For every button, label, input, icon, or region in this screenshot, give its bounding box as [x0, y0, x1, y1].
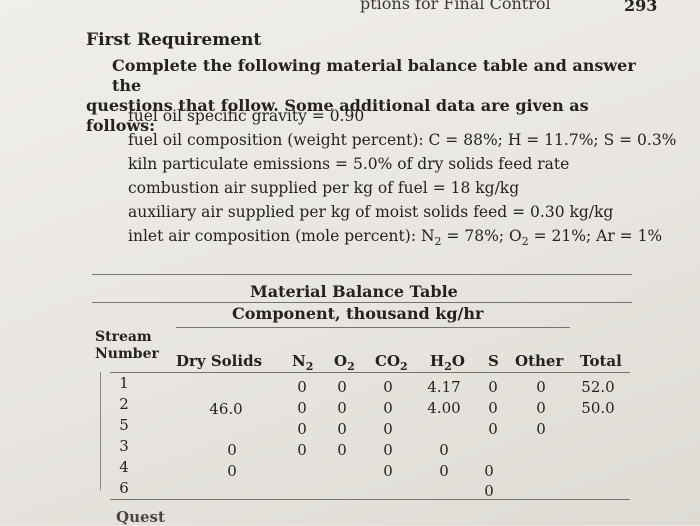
- row-bracket: [100, 372, 109, 490]
- cell-r2-dry-solids: 46.0: [209, 400, 243, 418]
- running-head: ptions for Final Control: [360, 0, 551, 13]
- cell-r4-s: 0: [484, 462, 494, 480]
- stream-number-header: Stream Number: [95, 329, 159, 363]
- table-title: Material Balance Table: [250, 282, 458, 301]
- cell-r3-dry-solids: 0: [227, 441, 237, 459]
- stream-1-label: 1: [119, 374, 129, 392]
- col-co2: CO2: [375, 352, 408, 373]
- col-total: Total: [580, 352, 622, 370]
- col-other: Other: [515, 352, 564, 370]
- cell-r4-dry-solids: 0: [227, 462, 237, 480]
- cell-r1-h2o: 4.17: [427, 378, 461, 396]
- col-n2: N2: [292, 352, 313, 373]
- cell-r4-co2: 0: [383, 462, 393, 480]
- instructions-line-1: Complete the following material balance …: [112, 56, 636, 95]
- rule-title: [92, 302, 632, 303]
- col-dry-solids: Dry Solids: [176, 352, 263, 370]
- col-co2-sub: 2: [400, 360, 408, 373]
- stream-4-label: 4: [119, 458, 129, 476]
- rule-header: [110, 372, 630, 373]
- col-h2o-sub: 2: [444, 360, 452, 373]
- inlet-air-n2-sub: 2: [434, 235, 442, 249]
- col-o2-label: O: [334, 352, 348, 370]
- cell-r4-h2o: 0: [439, 462, 449, 480]
- stream-label-line-1: Stream: [95, 329, 152, 345]
- next-section-fragment: Quest: [116, 508, 165, 526]
- cell-r2-n2: 0: [297, 399, 307, 417]
- inlet-air-o2-sub: 2: [521, 235, 529, 249]
- cell-r2-total: 50.0: [581, 399, 615, 417]
- col-s: S: [488, 352, 499, 370]
- cell-r5-n2: 0: [297, 420, 307, 438]
- page-number: 293: [624, 0, 658, 15]
- rule-top: [92, 274, 632, 275]
- cell-r3-n2: 0: [297, 441, 307, 459]
- col-h2o-label-b: O: [451, 352, 465, 370]
- given-auxiliary-air: auxiliary air supplied per kg of moist s…: [128, 203, 614, 221]
- cell-r1-total: 52.0: [581, 378, 615, 396]
- given-specific-gravity: fuel oil specific gravity = 0.90: [128, 107, 365, 125]
- given-inlet-air: inlet air composition (mole percent): N2…: [128, 224, 676, 254]
- stream-2-label: 2: [119, 395, 129, 413]
- table-subtitle: Component, thousand kg/hr: [232, 304, 484, 323]
- cell-r1-other: 0: [536, 378, 546, 396]
- inlet-air-o2-val: = 21%; Ar = 1%: [528, 227, 663, 245]
- instructions-line-2: questions that follow. Some additional d…: [86, 96, 589, 135]
- cell-r2-other: 0: [536, 399, 546, 417]
- cell-r3-h2o: 0: [439, 441, 449, 459]
- cell-r1-n2: 0: [297, 378, 307, 396]
- col-co2-label: CO: [375, 352, 401, 370]
- cell-r5-other: 0: [536, 420, 546, 438]
- cell-r3-o2: 0: [337, 441, 347, 459]
- col-n2-label: N: [292, 352, 306, 370]
- cell-r1-o2: 0: [337, 378, 347, 396]
- stream-label-line-2: Number: [95, 346, 159, 362]
- rule-bottom: [110, 499, 630, 500]
- cell-r1-co2: 0: [383, 378, 393, 396]
- cell-r2-co2: 0: [383, 399, 393, 417]
- stream-5-label: 5: [119, 416, 129, 434]
- cell-r2-s: 0: [488, 399, 498, 417]
- section-heading: First Requirement: [86, 30, 262, 50]
- cell-r5-co2: 0: [383, 420, 393, 438]
- col-n2-sub: 2: [305, 360, 314, 373]
- given-data-list: fuel oil specific gravity = 0.90 fuel oi…: [128, 104, 676, 254]
- stream-6-label: 6: [119, 479, 129, 497]
- given-particulate: kiln particulate emissions = 5.0% of dry…: [128, 155, 570, 173]
- col-h2o: H2O: [430, 352, 465, 373]
- cell-r2-h2o: 4.00: [427, 399, 461, 417]
- cell-r5-o2: 0: [337, 420, 347, 438]
- given-composition: fuel oil composition (weight percent): C…: [128, 131, 677, 149]
- stream-3-label: 3: [119, 437, 129, 455]
- col-h2o-label-a: H: [430, 352, 445, 370]
- cell-r2-o2: 0: [337, 399, 347, 417]
- instructions: Complete the following material balance …: [86, 56, 656, 136]
- cell-r6-s: 0: [484, 482, 494, 500]
- col-o2: O2: [334, 352, 355, 373]
- col-o2-sub: 2: [347, 360, 355, 373]
- given-combustion-air: combustion air supplied per kg of fuel =…: [128, 179, 520, 197]
- cell-r1-s: 0: [488, 378, 498, 396]
- rule-subtitle: [176, 327, 570, 328]
- inlet-air-prefix: inlet air composition (mole percent): N: [128, 227, 435, 245]
- inlet-air-n2-val: = 78%; O: [441, 227, 522, 245]
- cell-r5-s: 0: [488, 420, 498, 438]
- cell-r3-co2: 0: [383, 441, 393, 459]
